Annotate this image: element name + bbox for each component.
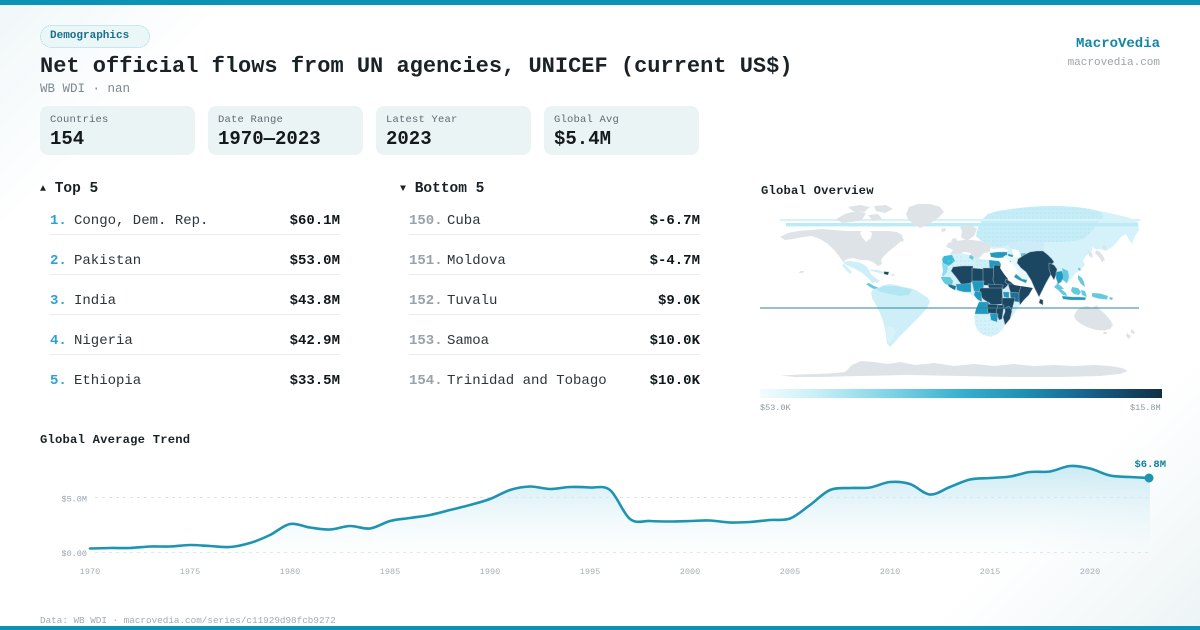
svg-text:2000: 2000	[680, 567, 700, 577]
svg-text:2010: 2010	[880, 567, 900, 577]
svg-text:2015: 2015	[980, 567, 1000, 577]
svg-text:$0.00: $0.00	[61, 549, 87, 559]
svg-text:1995: 1995	[580, 567, 600, 577]
svg-text:2005: 2005	[780, 567, 800, 577]
svg-text:1980: 1980	[280, 567, 300, 577]
svg-text:$6.8M: $6.8M	[1134, 459, 1166, 471]
svg-text:2020: 2020	[1080, 567, 1100, 577]
svg-text:$5.0M: $5.0M	[61, 495, 87, 505]
svg-text:1975: 1975	[180, 567, 200, 577]
svg-text:1990: 1990	[480, 567, 500, 577]
svg-text:1970: 1970	[80, 567, 100, 577]
svg-text:1985: 1985	[380, 567, 400, 577]
